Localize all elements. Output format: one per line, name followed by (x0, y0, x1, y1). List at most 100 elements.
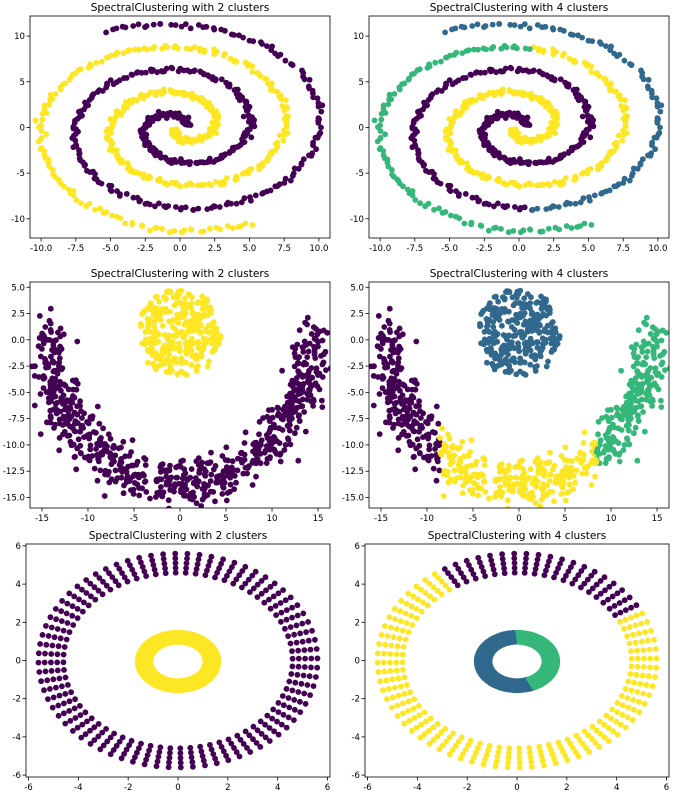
scatter-point (212, 755, 219, 762)
scatter-point (468, 437, 475, 443)
scatter-point (541, 762, 547, 769)
scatter-point (167, 289, 174, 296)
scatter-point (200, 335, 207, 342)
scatter-point (485, 747, 491, 754)
scatter-point (472, 97, 479, 104)
scatter-point (94, 403, 101, 410)
scatter-point (439, 578, 445, 585)
scatter-point (78, 450, 84, 457)
scatter-point (82, 709, 89, 716)
scatter-point (493, 758, 500, 765)
x-tick-label: 0 (516, 514, 521, 524)
scatter-point (392, 684, 398, 691)
scatter-point (64, 620, 71, 626)
scatter-point (393, 667, 400, 674)
x-tick-label: -7.5 (67, 244, 84, 254)
scatter-point (550, 203, 556, 210)
scatter-point (142, 336, 149, 343)
scatter-point (618, 103, 625, 109)
scatter-point (129, 72, 136, 78)
scatter-point (47, 686, 53, 692)
scatter-point (595, 418, 602, 425)
scatter-point (489, 311, 496, 318)
scatter-point (522, 565, 528, 571)
scatter-point (491, 92, 498, 99)
scatter-point (242, 220, 249, 227)
scatter-point (139, 223, 146, 229)
scatter-point (374, 138, 381, 145)
scatter-point (508, 357, 515, 364)
scatter-point (445, 479, 452, 486)
scatter-point (433, 452, 439, 458)
scatter-point (59, 683, 65, 690)
scatter-point (622, 113, 629, 119)
scatter-point (231, 59, 238, 65)
scatter-point (519, 305, 525, 311)
scatter-point (110, 26, 116, 33)
scatter-point (150, 562, 157, 568)
scatter-point (60, 331, 67, 338)
scatter-point (161, 332, 168, 338)
scatter-point (391, 91, 398, 97)
scatter-point (316, 131, 323, 138)
scatter-point (438, 591, 445, 598)
scatter-point (189, 181, 195, 188)
scatter-point (621, 625, 627, 632)
x-tick-label: 5.0 (243, 244, 257, 254)
scatter-point (126, 453, 133, 459)
scatter-point (376, 641, 382, 647)
scatter-point (399, 627, 406, 634)
scatter-point (37, 391, 44, 397)
scatter-point (91, 584, 98, 591)
scatter-point (626, 177, 633, 184)
scatter-point (66, 399, 73, 405)
scatter-point (45, 399, 52, 406)
scatter-point (130, 758, 136, 765)
scatter-point (316, 386, 323, 393)
scatter-point (269, 43, 275, 50)
x-tick-label: 15 (313, 514, 324, 524)
scatter-point (621, 97, 628, 104)
scatter-point (468, 72, 475, 78)
scatter-point (522, 301, 529, 308)
scatter-point (149, 557, 156, 564)
scatter-point (628, 381, 635, 388)
scatter-point (206, 155, 213, 162)
scatter-point (207, 558, 213, 565)
scatter-point (488, 557, 495, 564)
scatter-point (199, 753, 206, 759)
scatter-point (491, 203, 497, 210)
scatter-point (408, 71, 415, 78)
scatter-point (501, 565, 507, 572)
scatter-point (152, 366, 159, 373)
scatter-point (596, 744, 603, 750)
scatter-point (434, 733, 441, 740)
scatter-point (601, 574, 608, 581)
scatter-point (516, 755, 523, 761)
scatter-point (60, 659, 67, 666)
scatter-point (460, 574, 467, 581)
scatter-point (535, 551, 542, 558)
scatter-point (240, 113, 247, 120)
scatter-point (516, 299, 523, 306)
scatter-point (225, 757, 232, 764)
scatter-point (118, 112, 124, 118)
scatter-point (297, 709, 304, 715)
scatter-point (652, 365, 659, 372)
scatter-point (155, 108, 162, 115)
scatter-point (220, 484, 226, 490)
scatter-point (188, 466, 195, 472)
scatter-point (171, 228, 178, 234)
scatter-point (206, 225, 213, 232)
scatter-point (481, 478, 488, 485)
scatter-point (99, 451, 106, 458)
scatter-points (32, 21, 326, 236)
scatter-point (447, 188, 454, 195)
scatter-point (652, 674, 658, 680)
scatter-point (566, 481, 573, 488)
scatter-point (35, 138, 42, 145)
scatter-point (634, 165, 641, 172)
x-tick-label: -5.0 (441, 244, 458, 254)
scatter-point (289, 614, 295, 621)
x-tick-label: -10 (420, 514, 434, 524)
